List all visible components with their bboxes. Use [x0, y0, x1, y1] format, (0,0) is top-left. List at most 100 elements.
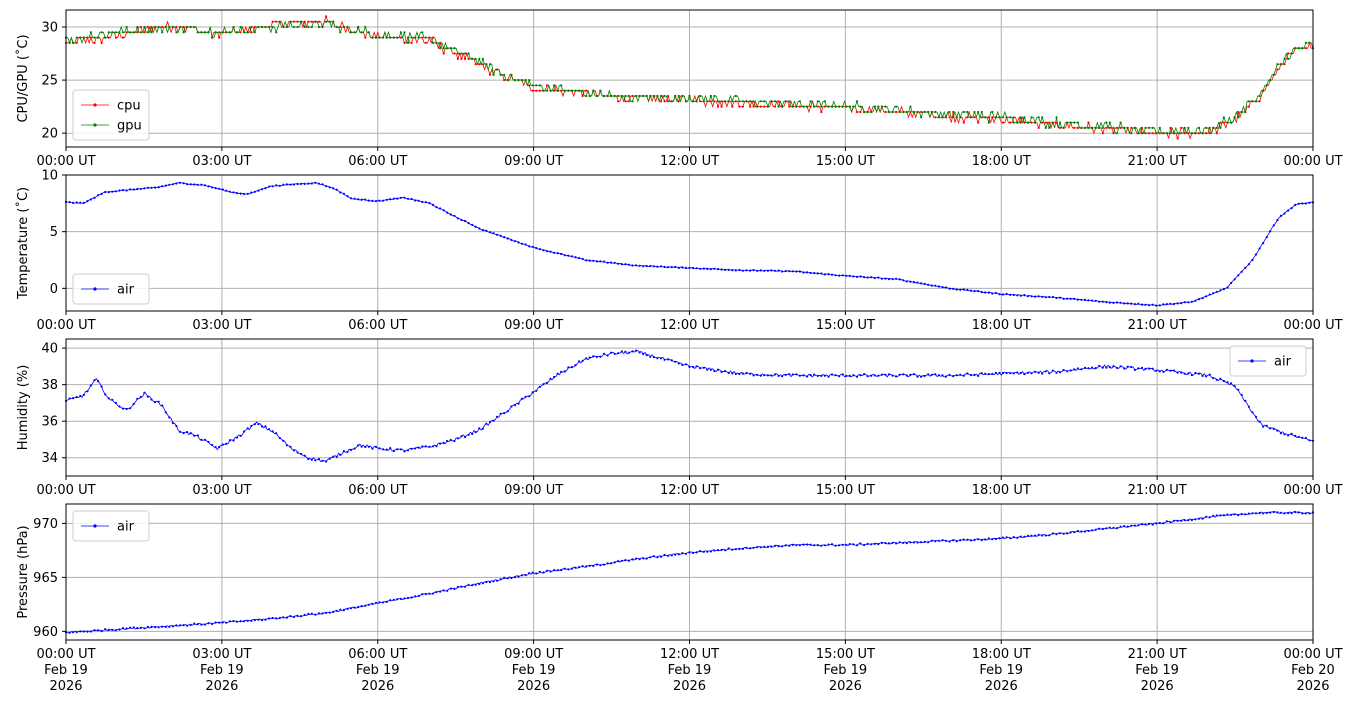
data-point	[1012, 372, 1015, 375]
data-point	[1297, 202, 1300, 205]
data-point	[1265, 84, 1268, 87]
data-point	[998, 293, 1001, 296]
data-point	[136, 187, 139, 191]
data-point	[442, 589, 445, 592]
data-point	[652, 94, 656, 98]
data-point	[895, 277, 898, 280]
data-point	[271, 430, 274, 433]
data-point	[285, 25, 288, 29]
data-point	[994, 116, 998, 119]
data-point	[937, 285, 941, 288]
data-point	[613, 352, 616, 355]
data-point	[360, 605, 363, 608]
data-point	[863, 110, 866, 114]
data-point	[1073, 121, 1076, 124]
data-point	[1019, 535, 1022, 538]
data-point	[1026, 121, 1030, 124]
data-point	[524, 79, 527, 82]
data-point	[891, 278, 894, 281]
data-point	[734, 269, 737, 272]
data-point	[966, 288, 969, 291]
data-point	[677, 553, 680, 556]
data-point	[969, 116, 973, 119]
data-point	[200, 31, 203, 34]
data-point	[107, 628, 110, 632]
data-point	[1108, 366, 1111, 369]
data-point	[228, 620, 231, 623]
data-point	[1066, 121, 1069, 124]
data-point	[1087, 529, 1090, 533]
data-point	[268, 617, 271, 620]
data-point	[1197, 372, 1201, 375]
data-point	[86, 630, 89, 633]
data-point	[317, 182, 321, 185]
data-point	[1076, 121, 1079, 124]
data-point	[104, 393, 107, 396]
x-tick-label: 03:00 UT	[192, 483, 251, 498]
data-point	[168, 183, 171, 186]
data-point	[303, 182, 306, 185]
data-point	[75, 395, 78, 399]
data-point	[325, 15, 328, 18]
x-tick-label: 03:00 UT Feb 19 2026	[192, 647, 251, 694]
data-point	[499, 234, 502, 237]
data-point	[912, 110, 916, 114]
data-point	[178, 624, 182, 627]
data-point	[934, 116, 937, 119]
data-point	[827, 273, 830, 276]
data-point	[211, 443, 214, 447]
data-point	[553, 89, 556, 92]
data-point	[759, 269, 762, 272]
data-point	[121, 31, 125, 34]
data-point	[1094, 367, 1097, 370]
data-point	[1012, 293, 1015, 297]
data-point	[136, 31, 139, 34]
data-point	[203, 438, 207, 441]
y-axis-label: Pressure (hPa)	[16, 525, 31, 618]
data-point	[417, 446, 420, 449]
data-point	[417, 199, 420, 202]
x-tick-label: 15:00 UT Feb 19 2026	[816, 647, 875, 694]
data-point	[1279, 511, 1282, 514]
data-point	[937, 374, 941, 377]
data-point	[773, 544, 777, 547]
data-point	[496, 68, 499, 71]
data-point	[488, 73, 492, 76]
data-point	[802, 271, 805, 274]
data-point	[460, 57, 463, 61]
data-point	[196, 434, 199, 437]
legend-marker-gpu	[93, 123, 97, 127]
data-point	[866, 375, 869, 378]
data-point	[887, 542, 891, 545]
data-point	[1297, 47, 1300, 50]
data-point	[175, 25, 178, 29]
data-point	[243, 31, 246, 34]
data-point	[410, 41, 413, 45]
data-point	[620, 350, 623, 353]
data-point	[1041, 116, 1044, 119]
data-point	[154, 25, 157, 29]
data-point	[1030, 121, 1033, 124]
data-point	[182, 31, 185, 34]
data-point	[788, 270, 791, 273]
data-point	[944, 116, 948, 119]
data-point	[663, 358, 666, 361]
data-point	[1115, 126, 1119, 129]
data-point	[1244, 513, 1247, 516]
data-point	[314, 20, 317, 23]
data-point	[410, 36, 413, 39]
data-point	[310, 25, 313, 29]
data-point	[300, 20, 303, 23]
data-point	[588, 356, 591, 359]
data-point	[1019, 121, 1022, 124]
data-point	[1215, 132, 1218, 135]
data-point	[524, 395, 527, 398]
data-point	[1030, 372, 1033, 375]
data-point	[93, 196, 96, 199]
data-point	[168, 416, 171, 419]
data-point	[417, 36, 420, 39]
data-point	[859, 542, 862, 545]
data-point	[1115, 132, 1119, 135]
data-point	[766, 269, 770, 272]
